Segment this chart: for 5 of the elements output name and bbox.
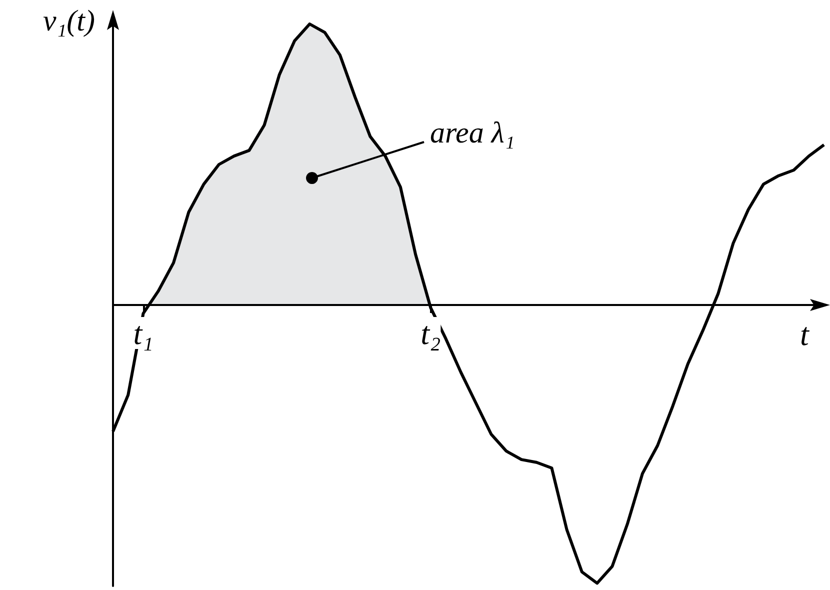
annotation: area λ₁ — [430, 116, 515, 150]
y-axis-title: v₁(t) — [42, 4, 96, 38]
x-tick-label: t₁ — [133, 315, 154, 351]
x-tick-label: t₂ — [420, 315, 441, 351]
x-axis-title: t — [800, 316, 810, 352]
